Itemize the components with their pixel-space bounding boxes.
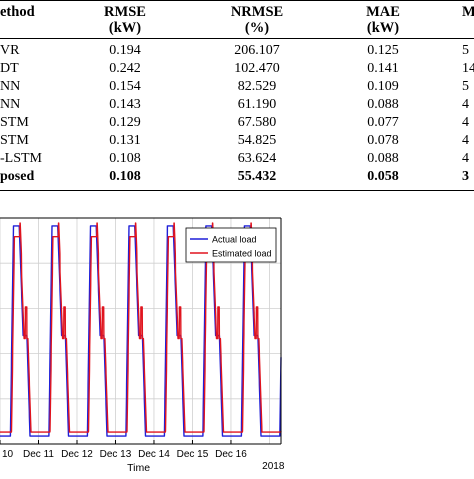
table-cell-rmse: 0.129 [109,115,141,130]
table-cell-nrmse: 67.580 [237,115,277,130]
table-cell-m: 4 [462,97,469,112]
series-line-estimated-load [0,222,282,433]
table-cell-nrmse: 102.470 [234,61,280,76]
header-method: ethod [0,4,35,20]
table-cell-rmse: 0.108 [109,169,141,184]
x-year-label: 2018 [262,461,285,472]
x-tick-label: Dec 14 [138,449,170,460]
table-cell-mae: 0.109 [367,79,399,94]
x-tick-label: Dec 15 [177,449,209,460]
table-cell-mae: 0.058 [367,169,399,184]
table-cell-nrmse: 55.432 [237,169,277,184]
table-cell-m: 5 [462,43,469,58]
x-tick-label: 10 [2,449,14,460]
table-cell-method: DT [0,61,19,76]
table-cell-m: 5 [462,79,469,94]
table-cell-rmse: 0.242 [109,61,141,76]
header-rmse: RMSE [104,4,146,20]
table-cell-rmse: 0.108 [109,151,141,166]
table-cell-method: VR [0,43,20,58]
header-mae-unit: (kW) [366,20,400,36]
header-mae: MAE [366,4,400,20]
table-cell-nrmse: 63.624 [237,151,277,166]
table-bottom-rule [0,190,474,191]
table-cell-nrmse: 82.529 [237,79,277,94]
header-m: M [462,4,474,20]
x-tick-label: Dec 16 [215,449,247,460]
header-nrmse: NRMSE [230,4,284,20]
load-chart-svg: 10 Dec 11 Dec 12 Dec 13 Dec 14 Dec 15 Dec 16 20… [0,217,285,474]
table-cell-method: STM [0,133,29,148]
table-cell-m: 3 [462,169,469,184]
table-cell-rmse: 0.154 [109,79,141,94]
table-cell-mae: 0.088 [367,151,399,166]
table-cell-nrmse: 206.107 [234,43,280,58]
table-cell-m: 4 [462,115,469,130]
x-tick-label: Dec 13 [100,449,132,460]
table-cell-mae: 0.088 [367,97,399,112]
table-cell-nrmse: 54.825 [237,133,277,148]
header-rmse-unit: (kW) [108,20,142,36]
table-cell-m: 4 [462,133,469,148]
table-cell-method: NN [0,97,21,112]
table-cell-m: 4 [462,151,469,166]
table-cell-method: -LSTM [0,151,42,166]
table-cell-method: STM [0,115,29,130]
table-cell-mae: 0.078 [367,133,399,148]
table-cell-nrmse: 61.190 [237,97,277,112]
table-cell-mae: 0.141 [367,61,399,76]
load-chart: 10 Dec 11 Dec 12 Dec 13 Dec 14 Dec 15 Dec 16 20… [0,212,474,474]
table-cell-m: 14 [462,61,474,76]
legend-box [185,227,277,263]
table-cell-rmse: 0.143 [109,97,141,112]
legend-label: Estimated load [212,249,272,259]
table-cell-mae: 0.125 [367,43,399,58]
table-header-rule [0,38,474,39]
results-table: ethod RMSE (kW) NRMSE (%) MAE (kW) M VR 0… [0,0,474,200]
x-axis-title: Time [127,462,150,474]
table-cell-method: NN [0,79,21,94]
legend-label: Actual load [212,235,257,245]
x-tick-label: Dec 11 [23,449,54,460]
table-top-rule [0,0,474,1]
table-cell-mae: 0.077 [367,115,399,130]
table-cell-rmse: 0.131 [109,133,141,148]
header-nrmse-unit: (%) [244,20,270,36]
x-tick-label: Dec 12 [61,449,93,460]
table-cell-rmse: 0.194 [109,43,141,58]
table-cell-method: posed [0,169,35,184]
